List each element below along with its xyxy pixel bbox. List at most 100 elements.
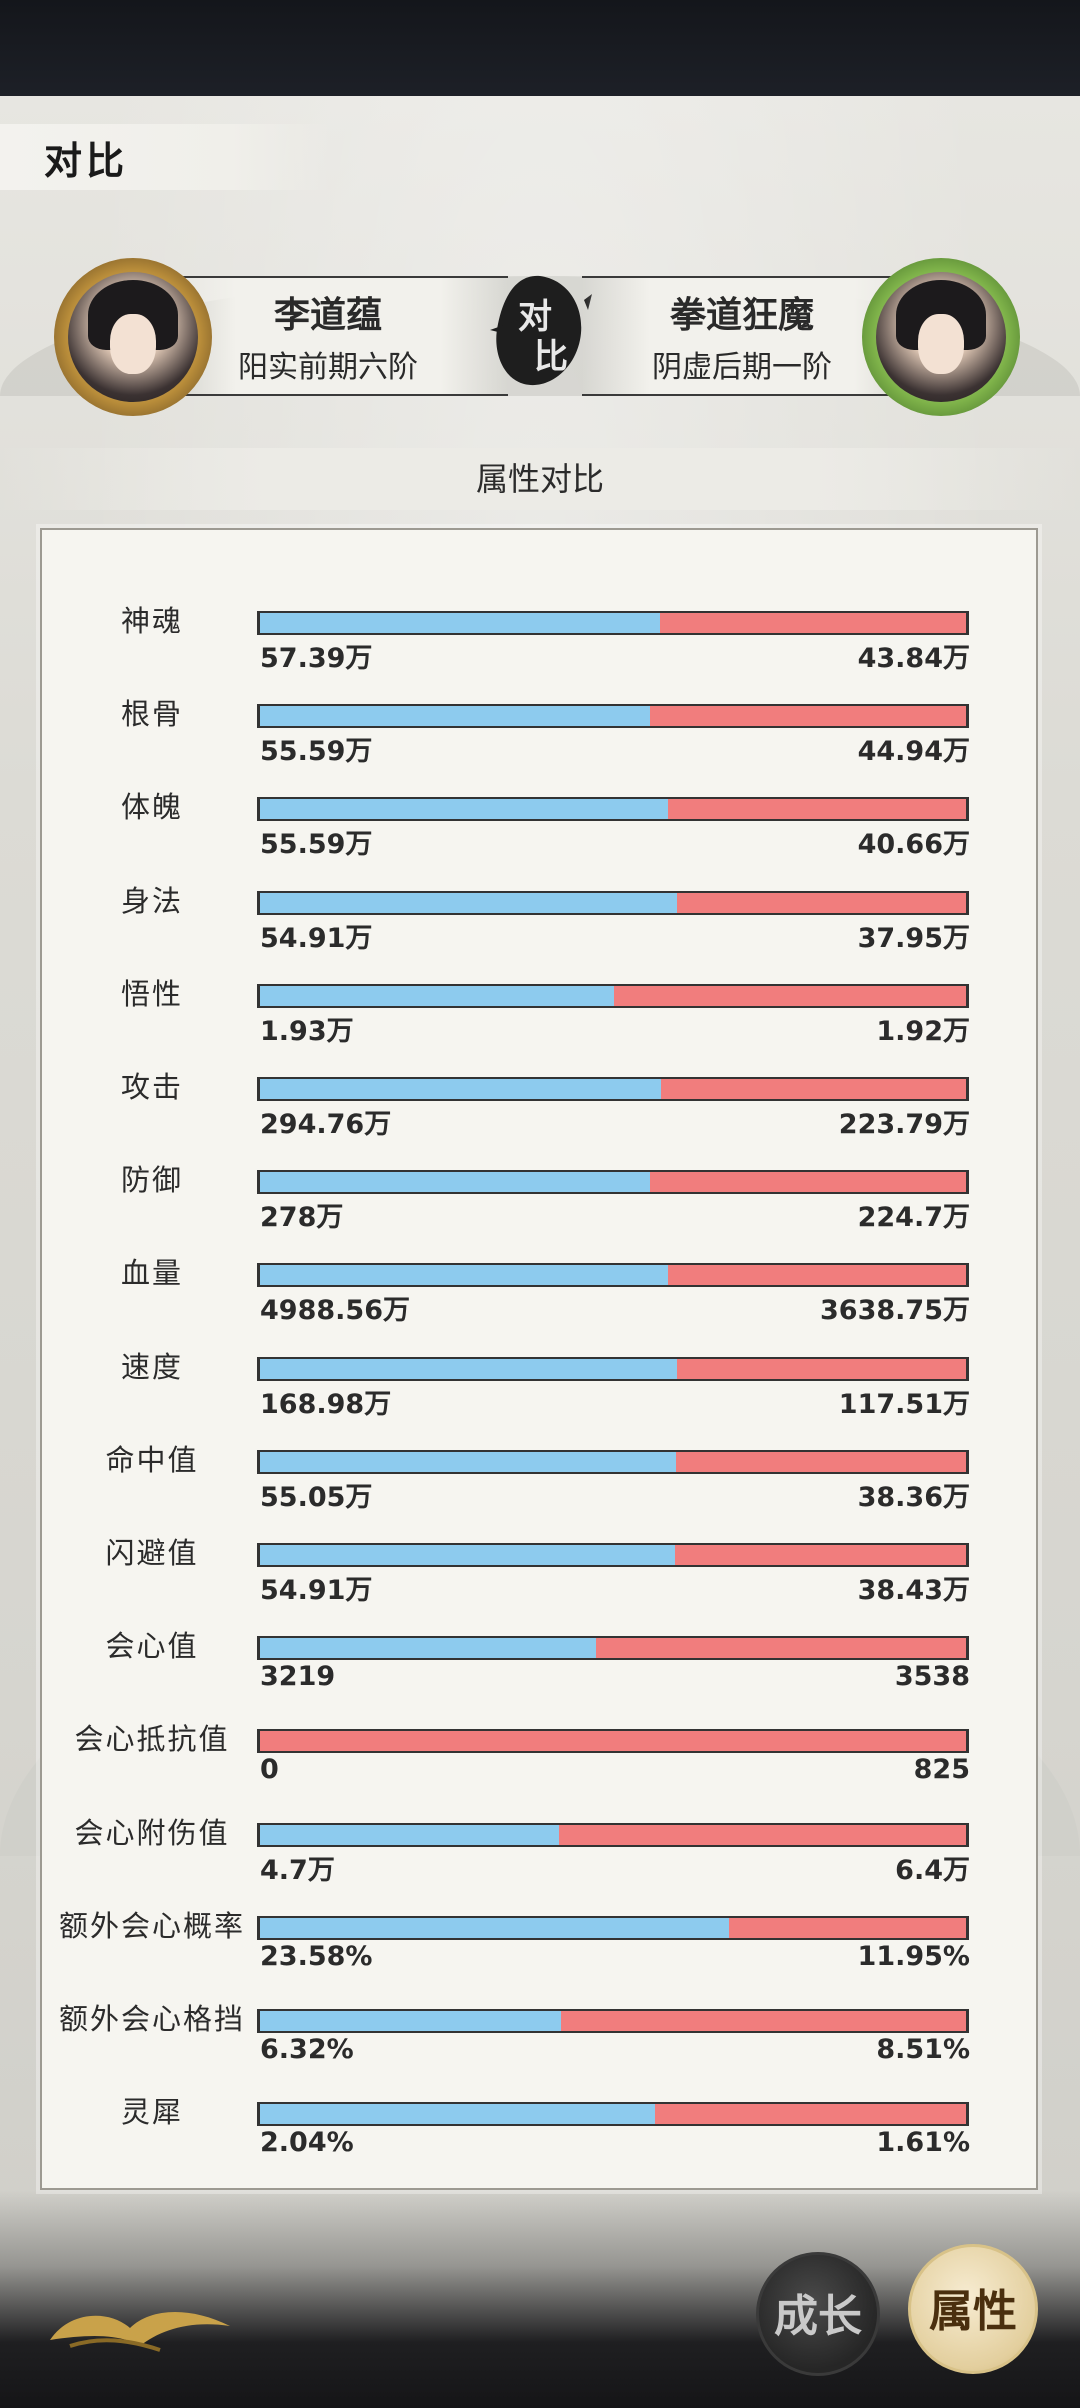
right-value: 1.61% — [876, 2127, 970, 2159]
stat-label: 速度 — [120, 1349, 183, 1384]
stat-label: 命中值 — [105, 1442, 199, 1477]
stat-comparison-bar — [257, 983, 969, 1008]
left-player-avatar[interactable] — [54, 258, 212, 416]
stat-label: 额外会心概率 — [58, 1908, 245, 1943]
stat-row: 体魄 55.59万 40.66万 — [42, 716, 1040, 860]
left-value-fill — [260, 2104, 655, 2125]
right-value: 117.51万 — [838, 1388, 970, 1420]
growth-tab-button[interactable]: 成长 — [756, 2252, 880, 2376]
left-player-realm: 阳实前期六阶 — [238, 350, 418, 385]
left-value-fill — [260, 1265, 669, 1286]
right-value: 37.95万 — [857, 922, 970, 954]
stat-row: 命中值 55.05万 38.36万 — [42, 1369, 1040, 1513]
right-value: 6.4万 — [895, 1854, 970, 1886]
left-value-fill — [260, 706, 651, 727]
stat-row: 额外会心格挡 6.32% 8.51% — [42, 1928, 1040, 2065]
left-value: 55.05万 — [260, 1481, 373, 1513]
stat-label: 额外会心格挡 — [58, 2002, 245, 2036]
attribute-tab-button[interactable]: 属性 — [908, 2244, 1038, 2374]
stat-comparison-bar — [257, 2009, 969, 2033]
left-value: 4.7万 — [260, 1854, 335, 1886]
right-value: 825 — [913, 1754, 970, 1786]
left-value-fill — [260, 892, 678, 913]
stat-comparison-bar — [257, 1170, 969, 1195]
left-value-fill — [260, 1358, 677, 1379]
left-player-plate: 李道蕴 阳实前期六阶 — [168, 276, 508, 396]
stat-label: 防御 — [120, 1163, 183, 1198]
left-value-fill — [260, 799, 669, 820]
left-value-fill — [260, 1545, 676, 1565]
stat-comparison-bar — [257, 1077, 969, 1101]
stat-comparison-bar — [257, 1729, 969, 1754]
right-value: 40.66万 — [857, 829, 970, 861]
left-value-fill — [260, 1079, 661, 1099]
right-player-realm: 阴虚后期一阶 — [652, 350, 832, 385]
right-value: 223.79万 — [838, 1109, 970, 1140]
stat-row: 额外会心概率 23.58% 11.95% — [42, 1835, 1040, 1972]
left-value: 54.91万 — [260, 1575, 373, 1606]
stat-label: 血量 — [120, 1256, 183, 1291]
left-value-fill — [260, 1824, 559, 1845]
left-value: 168.98万 — [260, 1388, 392, 1420]
left-value: 23.58% — [260, 1940, 373, 1972]
stat-comparison-bar — [257, 2102, 969, 2127]
stat-row: 速度 168.98万 117.51万 — [42, 1276, 1040, 1420]
page-title: 对比 — [44, 138, 129, 183]
left-player-name: 李道蕴 — [273, 294, 382, 336]
stat-label: 攻击 — [120, 1070, 183, 1104]
left-value: 294.76万 — [260, 1109, 392, 1140]
right-player-plate: 拳道狂魔 阴虚后期一阶 — [582, 276, 922, 396]
stat-label: 闪避值 — [105, 1536, 199, 1570]
stat-row: 灵犀 2.04% 1.61% — [42, 2021, 1040, 2158]
left-value-fill — [260, 1172, 651, 1193]
left-value-fill — [260, 2011, 561, 2031]
stat-comparison-bar — [257, 704, 969, 729]
right-value: 224.7万 — [857, 1202, 970, 1234]
stat-label: 神魂 — [120, 604, 183, 638]
right-player-avatar[interactable] — [862, 258, 1020, 416]
left-value: 278万 — [260, 1202, 344, 1234]
stat-label: 会心值 — [105, 1629, 199, 1664]
right-value: 44.94万 — [857, 736, 970, 768]
stat-comparison-bar — [257, 1822, 969, 1847]
stat-row: 神魂 57.39万 43.84万 — [42, 530, 1040, 674]
stat-label: 悟性 — [120, 976, 183, 1011]
section-title: 属性对比 — [0, 448, 1080, 510]
right-value: 1.92万 — [876, 1015, 970, 1047]
title-brush-band — [0, 124, 330, 190]
right-value: 3638.75万 — [820, 1295, 970, 1327]
stat-label: 会心抵抗值 — [74, 1722, 230, 1757]
stat-row: 防御 278万 224.7万 — [42, 1089, 1040, 1233]
left-value: 57.39万 — [260, 643, 373, 674]
stat-label: 身法 — [120, 883, 183, 918]
stat-comparison-bar — [257, 1263, 969, 1288]
stat-label: 灵犀 — [120, 2095, 183, 2130]
stat-row: 会心抵抗值 0 825 — [42, 1648, 1040, 1785]
left-value: 55.59万 — [260, 829, 373, 861]
stats-panel: 神魂 57.39万 43.84万 根骨 55.59万 44.94万 体魄 55.59万 40.6… — [40, 528, 1038, 2190]
right-player-name: 拳道狂魔 — [669, 294, 814, 336]
right-value: 38.43万 — [857, 1575, 970, 1606]
stat-comparison-bar — [257, 1543, 969, 1567]
stat-row: 会心附伤值 4.7万 6.4万 — [42, 1742, 1040, 1886]
stat-row: 攻击 294.76万 223.79万 — [42, 996, 1040, 1140]
stat-row: 会心值 3219 3538 — [42, 1555, 1040, 1692]
stat-comparison-bar — [257, 1915, 969, 1940]
right-value: 38.36万 — [857, 1481, 970, 1513]
versus-emblem: 对 比 — [488, 270, 592, 394]
stat-row: 根骨 55.59万 44.94万 — [42, 623, 1040, 767]
right-value: 11.95% — [857, 1940, 970, 1972]
stat-comparison-bar — [257, 797, 969, 822]
stat-row: 闪避值 54.91万 38.43万 — [42, 1462, 1040, 1606]
stat-comparison-bar — [257, 1636, 969, 1661]
left-value: 6.32% — [260, 2034, 354, 2065]
left-value: 55.59万 — [260, 736, 373, 768]
versus-char-2: 比 — [534, 337, 568, 377]
stat-comparison-bar — [257, 1356, 969, 1381]
left-value: 2.04% — [260, 2127, 354, 2159]
stat-comparison-bar — [257, 611, 969, 635]
stat-row: 悟性 1.93万 1.92万 — [42, 903, 1040, 1047]
left-value-fill — [260, 1451, 676, 1472]
stat-comparison-bar — [257, 1449, 969, 1474]
right-value: 8.51% — [876, 2034, 970, 2065]
